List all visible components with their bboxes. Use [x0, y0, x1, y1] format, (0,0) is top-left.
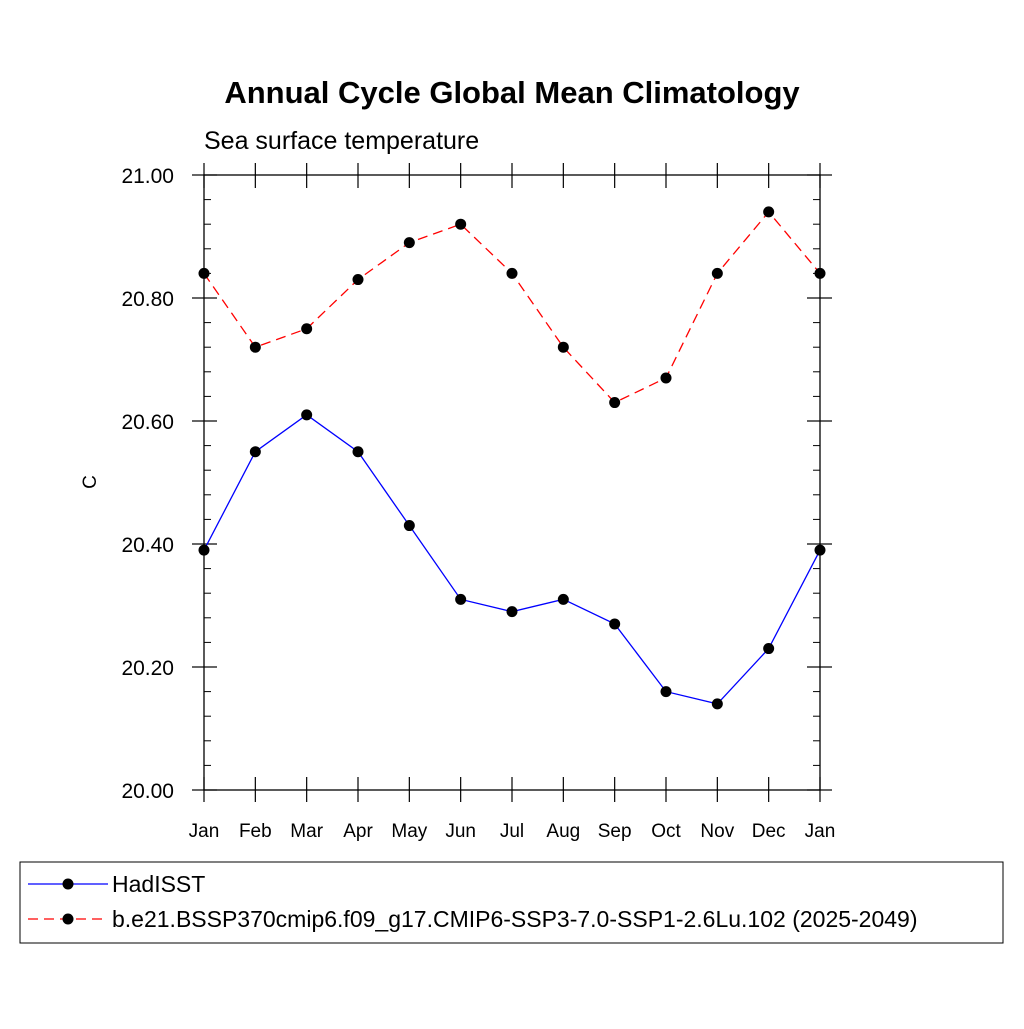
- chart-subtitle: Sea surface temperature: [204, 127, 479, 155]
- x-tick-label: Dec: [752, 821, 786, 842]
- series-0-point: [198, 544, 210, 556]
- x-tick-label: May: [391, 821, 427, 842]
- y-tick-label: 20.60: [121, 411, 174, 434]
- series-0-point: [352, 446, 364, 458]
- series-1-point: [301, 323, 313, 335]
- x-tick-label: Oct: [651, 821, 681, 842]
- series-1-point: [403, 237, 415, 249]
- series-line-0: [203, 414, 821, 705]
- y-tick-label: 21.00: [121, 165, 174, 188]
- legend-label-1: b.e21.BSSP370cmip6.f09_g17.CMIP6-SSP3-7.…: [112, 906, 918, 932]
- y-tick-label: 20.00: [121, 780, 174, 803]
- x-tick-label: Jan: [189, 821, 220, 842]
- x-tick-label: Jun: [445, 821, 476, 842]
- series-1-point: [455, 218, 467, 230]
- x-tick-label: Feb: [239, 821, 272, 842]
- series-0-point: [403, 520, 415, 532]
- x-tick-label: Mar: [290, 821, 323, 842]
- legend-label-0: HadISST: [112, 871, 205, 897]
- series-line-1: [203, 210, 821, 404]
- axes-layer: 20.00 20.20 20.40 20.60 20.80 21.00 Jan Feb Mar A…: [121, 163, 835, 842]
- x-tick-label: Apr: [343, 821, 373, 842]
- x-tick-label: Jan: [805, 821, 836, 842]
- y-tick-label: 20.40: [121, 534, 174, 557]
- series-1-point: [249, 341, 261, 353]
- y-tick-label: 20.80: [121, 288, 174, 311]
- series-layer: [198, 206, 826, 710]
- series-1-point: [660, 372, 672, 384]
- series-1-point: [763, 206, 775, 218]
- legend-frame: [19, 861, 1004, 944]
- series-1-point: [506, 267, 518, 279]
- series-1-point: [352, 274, 364, 286]
- series-1-point: [609, 397, 621, 409]
- x-tick-label: Jul: [500, 821, 524, 842]
- x-tick-label: Sep: [598, 821, 632, 842]
- series-1-point: [557, 341, 569, 353]
- series-0-point: [763, 643, 775, 655]
- series-0-point: [711, 698, 723, 710]
- y-axis-label: C: [80, 475, 101, 489]
- series-1-point: [198, 267, 210, 279]
- series-0-point: [557, 593, 569, 605]
- x-tick-label: Aug: [546, 821, 580, 842]
- series-1-point: [814, 267, 826, 279]
- series-0-point: [249, 446, 261, 458]
- series-1-point: [711, 267, 723, 279]
- series-0-point: [455, 593, 467, 605]
- legend-marker-1: [62, 913, 74, 925]
- series-0-point: [609, 618, 621, 630]
- chart-title: Annual Cycle Global Mean Climatology: [224, 75, 800, 110]
- series-0-point: [660, 686, 672, 698]
- series-0-point: [301, 409, 313, 421]
- x-tick-label: Nov: [700, 821, 734, 842]
- y-tick-label: 20.20: [121, 657, 174, 680]
- plot-frame: [203, 174, 821, 791]
- series-0-point: [814, 544, 826, 556]
- legend-marker-0: [62, 878, 74, 890]
- legend: HadISST b.e21.BSSP370cmip6.f09_g17.CMIP6-…: [19, 861, 1004, 944]
- series-0-point: [506, 606, 518, 618]
